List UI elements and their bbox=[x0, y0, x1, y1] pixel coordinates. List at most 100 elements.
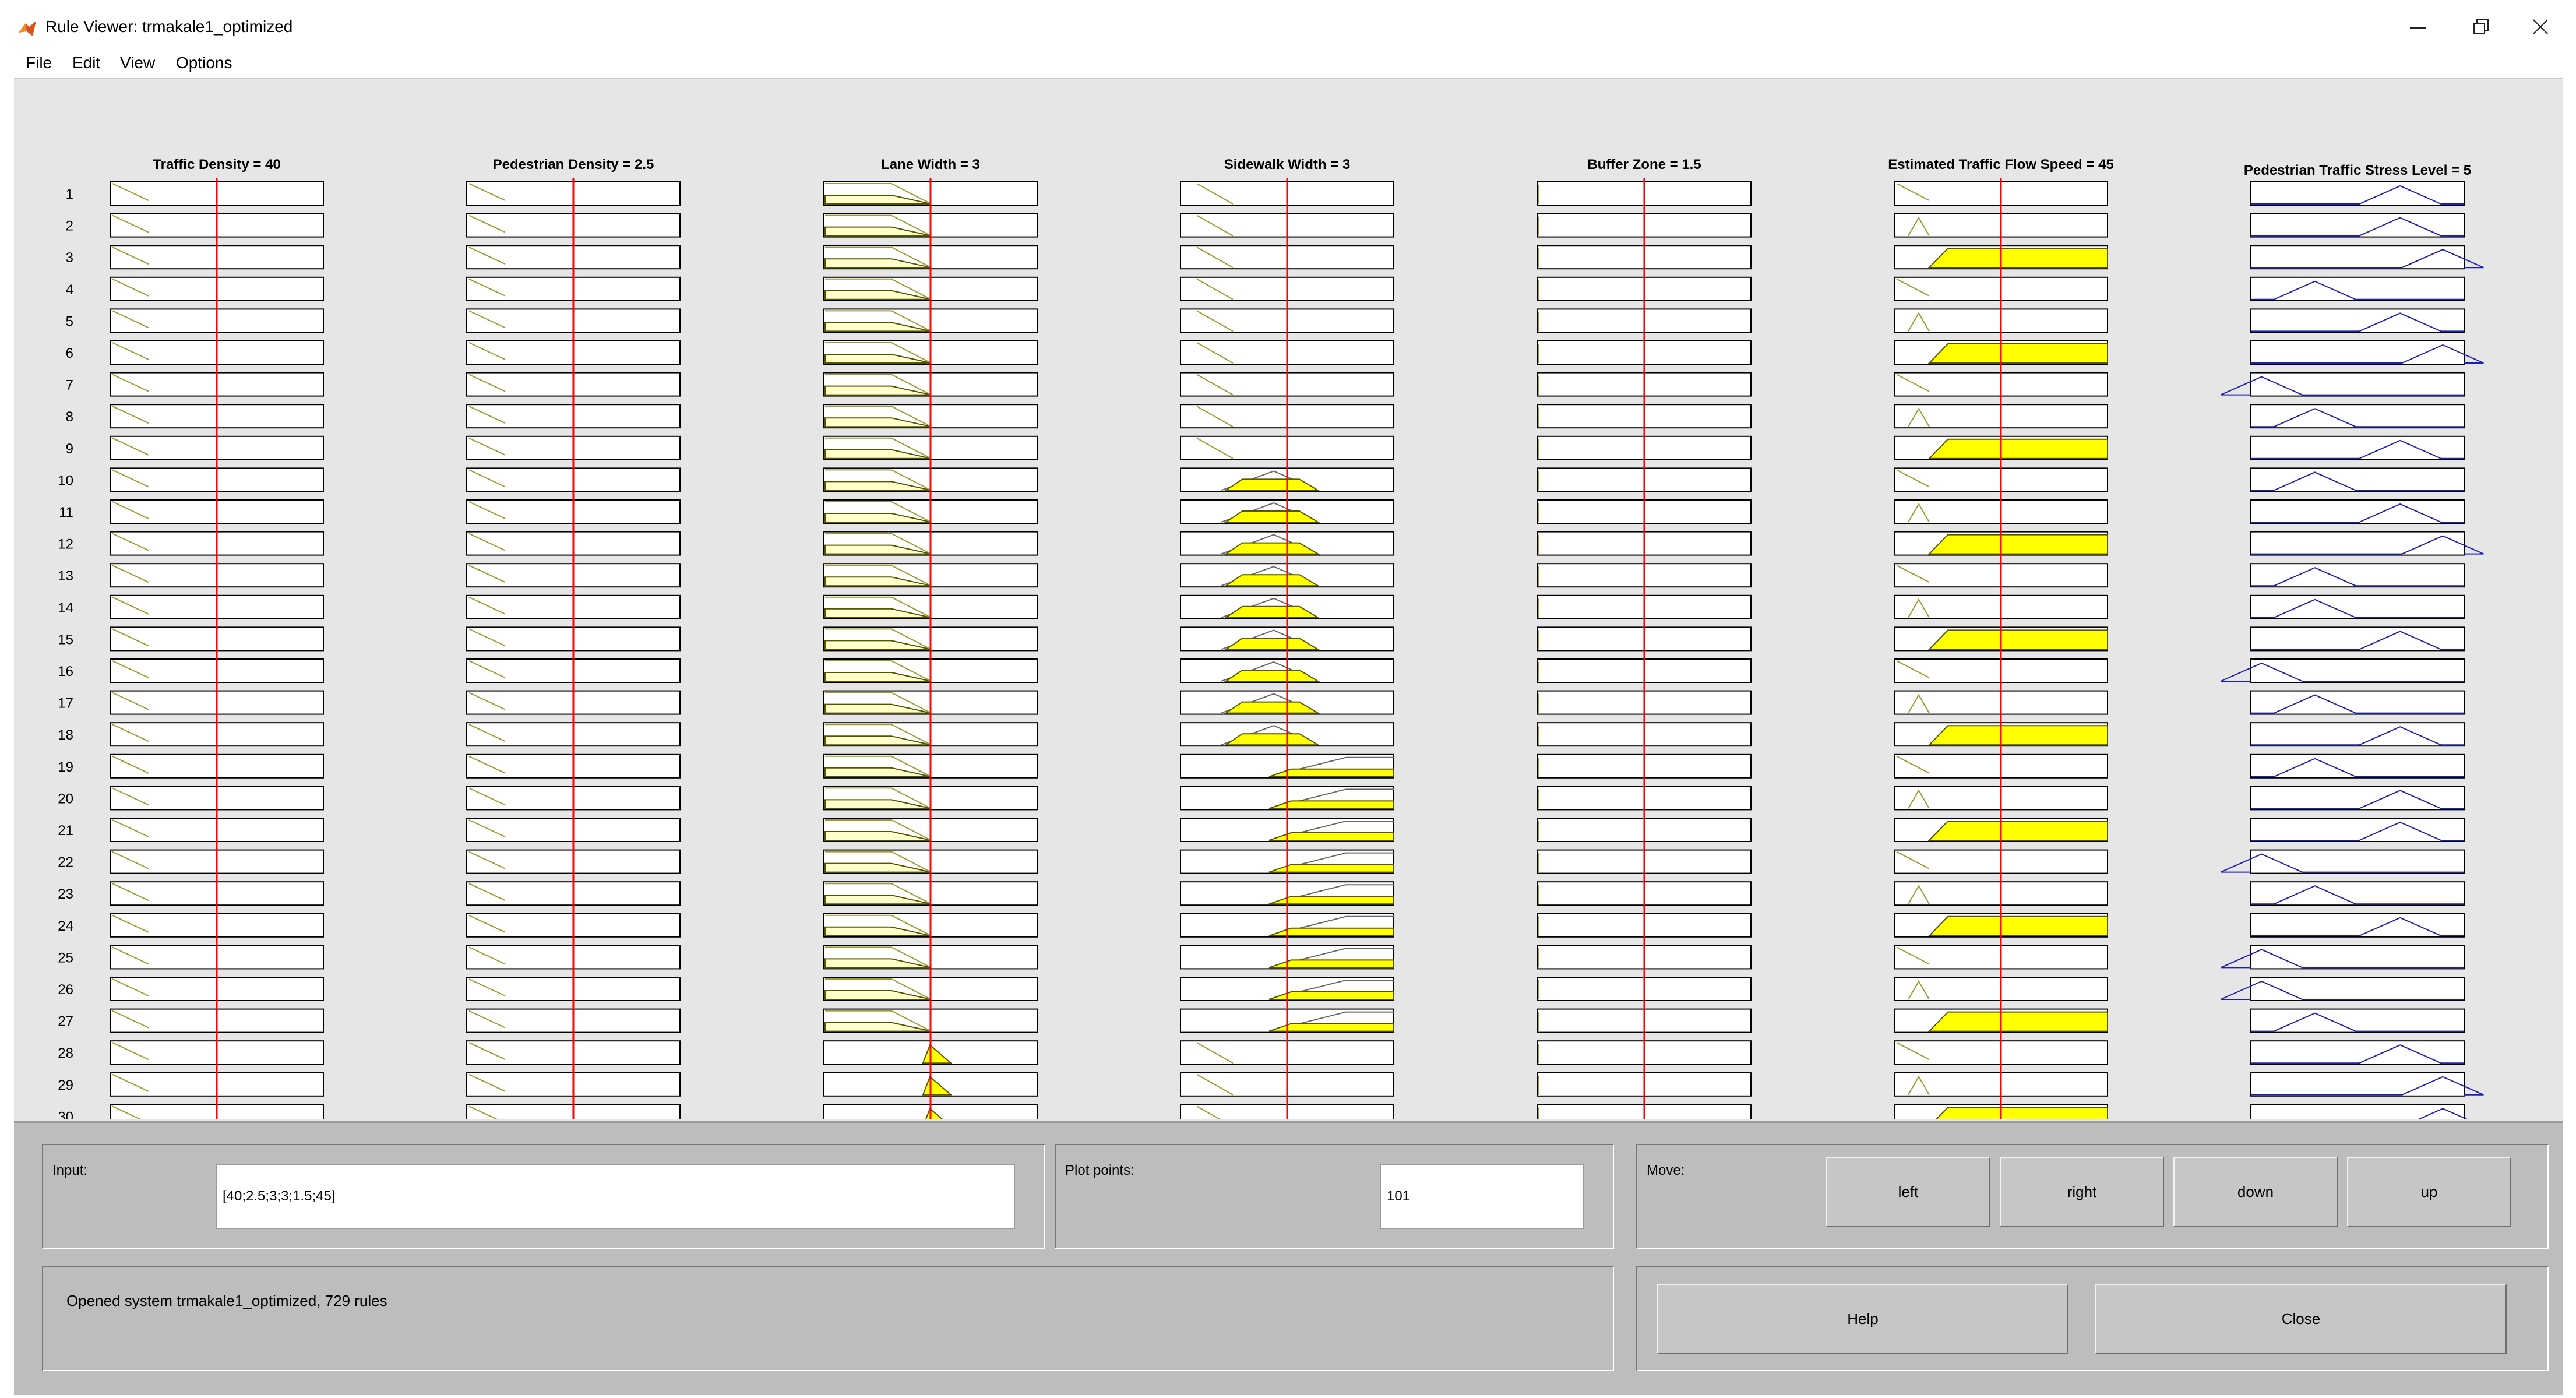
mf-plot-box[interactable] bbox=[2250, 1040, 2465, 1065]
rule-number[interactable]: 30 bbox=[58, 1109, 73, 1122]
close-button[interactable]: Close bbox=[2095, 1284, 2507, 1354]
rule-row[interactable]: 19 bbox=[58, 753, 2465, 779]
rule-row[interactable]: 5 bbox=[66, 308, 2465, 333]
move-left-button[interactable]: left bbox=[1826, 1157, 1990, 1227]
mf-plot-box[interactable] bbox=[2250, 849, 2465, 874]
minimize-button[interactable] bbox=[2389, 9, 2447, 44]
mf-plot-box[interactable] bbox=[2250, 753, 2465, 779]
rule-number[interactable]: 20 bbox=[58, 791, 73, 807]
rule-number[interactable]: 10 bbox=[58, 473, 73, 488]
mf-plot-box[interactable] bbox=[2250, 977, 2465, 1001]
rule-row[interactable]: 16 bbox=[58, 658, 2465, 683]
rule-row[interactable]: 3 bbox=[66, 245, 2484, 270]
mf-plot-box[interactable] bbox=[2250, 881, 2465, 906]
mf-plot-box[interactable] bbox=[2250, 467, 2465, 492]
rule-row[interactable]: 18 bbox=[58, 722, 2465, 747]
rule-row[interactable]: 21 bbox=[58, 818, 2465, 842]
mf-plot-box[interactable] bbox=[2250, 945, 2465, 970]
mf-plot-box[interactable] bbox=[2250, 818, 2465, 842]
rule-row[interactable]: 14 bbox=[58, 594, 2465, 619]
mf-plot-box[interactable] bbox=[2250, 658, 2465, 683]
mf-plot-box[interactable] bbox=[2250, 786, 2465, 811]
rule-row[interactable]: 8 bbox=[66, 404, 2465, 429]
mf-plot-box[interactable] bbox=[2250, 372, 2465, 397]
rule-row[interactable]: 13 bbox=[58, 563, 2465, 588]
rule-number[interactable]: 12 bbox=[58, 537, 73, 552]
move-down-button[interactable]: down bbox=[2173, 1157, 2338, 1227]
move-up-button[interactable]: up bbox=[2347, 1157, 2511, 1227]
rule-number[interactable]: 26 bbox=[58, 982, 73, 998]
menu-options[interactable]: Options bbox=[176, 54, 232, 72]
mf-plot-box[interactable] bbox=[2250, 245, 2465, 270]
rule-number[interactable]: 28 bbox=[58, 1045, 73, 1061]
mf-plot-box[interactable] bbox=[2250, 1072, 2465, 1097]
rule-row[interactable]: 23 bbox=[58, 881, 2465, 906]
mf-plot-box[interactable] bbox=[2250, 563, 2465, 588]
rule-number[interactable]: 23 bbox=[58, 886, 73, 902]
rule-number[interactable]: 3 bbox=[66, 250, 73, 266]
rule-number[interactable]: 21 bbox=[58, 823, 73, 839]
rule-row[interactable]: 9 bbox=[66, 435, 2465, 460]
rule-row[interactable]: 28 bbox=[58, 1040, 2465, 1065]
rule-row[interactable]: 10 bbox=[58, 467, 2465, 492]
mf-plot-box[interactable] bbox=[2250, 531, 2465, 556]
mf-plot-box[interactable] bbox=[2250, 913, 2465, 938]
rule-row[interactable]: 29 bbox=[58, 1072, 2484, 1097]
rule-number[interactable]: 11 bbox=[59, 505, 73, 520]
rule-number[interactable]: 2 bbox=[66, 219, 73, 234]
rule-number[interactable]: 9 bbox=[66, 441, 73, 457]
rule-number[interactable]: 6 bbox=[66, 346, 73, 361]
rule-row[interactable]: 6 bbox=[66, 340, 2484, 365]
rule-number[interactable]: 4 bbox=[66, 282, 73, 298]
mf-plot-box[interactable] bbox=[2250, 722, 2465, 747]
mf-plot-box[interactable] bbox=[2250, 1104, 2465, 1122]
menu-file[interactable]: File bbox=[26, 54, 52, 72]
mf-plot-box[interactable] bbox=[2250, 181, 2465, 206]
mf-plot-box[interactable] bbox=[2250, 340, 2465, 365]
move-right-button[interactable]: right bbox=[2000, 1157, 2164, 1227]
rule-row[interactable]: 25 bbox=[58, 945, 2465, 970]
rule-number[interactable]: 15 bbox=[58, 632, 73, 647]
rule-number[interactable]: 18 bbox=[58, 727, 73, 743]
rule-row[interactable]: 26 bbox=[58, 977, 2465, 1001]
rule-number[interactable]: 25 bbox=[58, 950, 73, 966]
mf-plot-box[interactable] bbox=[2250, 213, 2465, 238]
rule-number[interactable]: 17 bbox=[58, 696, 73, 712]
input-field[interactable] bbox=[216, 1164, 1015, 1229]
rule-number[interactable]: 14 bbox=[58, 600, 73, 616]
mf-plot-box[interactable] bbox=[2250, 690, 2465, 715]
rule-number[interactable]: 19 bbox=[58, 759, 73, 775]
rule-number[interactable]: 13 bbox=[58, 568, 73, 584]
mf-plot-box[interactable] bbox=[2250, 308, 2465, 333]
rule-number[interactable]: 5 bbox=[66, 314, 73, 329]
rule-row[interactable]: 11 bbox=[59, 499, 2465, 524]
rule-number[interactable]: 7 bbox=[66, 378, 73, 393]
menu-edit[interactable]: Edit bbox=[72, 54, 101, 72]
rule-number[interactable]: 27 bbox=[58, 1014, 73, 1030]
rule-row[interactable]: 2 bbox=[66, 213, 2465, 238]
rule-number[interactable]: 16 bbox=[58, 664, 73, 679]
mf-plot-box[interactable] bbox=[2250, 499, 2465, 524]
menu-view[interactable]: View bbox=[120, 54, 156, 72]
rule-row[interactable]: 27 bbox=[58, 1008, 2465, 1033]
rule-number[interactable]: 24 bbox=[58, 918, 73, 934]
mf-plot-box[interactable] bbox=[2250, 404, 2465, 429]
rule-row[interactable]: 24 bbox=[58, 913, 2465, 938]
plot-points-field[interactable] bbox=[1380, 1164, 1584, 1229]
rule-row[interactable]: 17 bbox=[58, 690, 2465, 715]
mf-plot-box[interactable] bbox=[2250, 594, 2465, 619]
rule-row[interactable]: 22 bbox=[58, 849, 2465, 874]
rule-number[interactable]: 29 bbox=[58, 1077, 73, 1093]
rule-row[interactable]: 30 bbox=[58, 1104, 2483, 1122]
mf-plot-box[interactable] bbox=[2250, 435, 2465, 460]
help-button[interactable]: Help bbox=[1657, 1284, 2068, 1354]
mf-plot-box[interactable] bbox=[2250, 1008, 2465, 1033]
rule-number[interactable]: 8 bbox=[66, 409, 73, 425]
mf-plot-box[interactable] bbox=[2250, 276, 2465, 301]
rule-row[interactable]: 4 bbox=[66, 276, 2465, 301]
rule-row[interactable]: 1 bbox=[66, 181, 2465, 206]
rule-row[interactable]: 20 bbox=[58, 786, 2465, 811]
rule-row[interactable]: 15 bbox=[58, 626, 2465, 652]
rule-row[interactable]: 7 bbox=[66, 372, 2465, 397]
restore-button[interactable] bbox=[2452, 9, 2510, 44]
